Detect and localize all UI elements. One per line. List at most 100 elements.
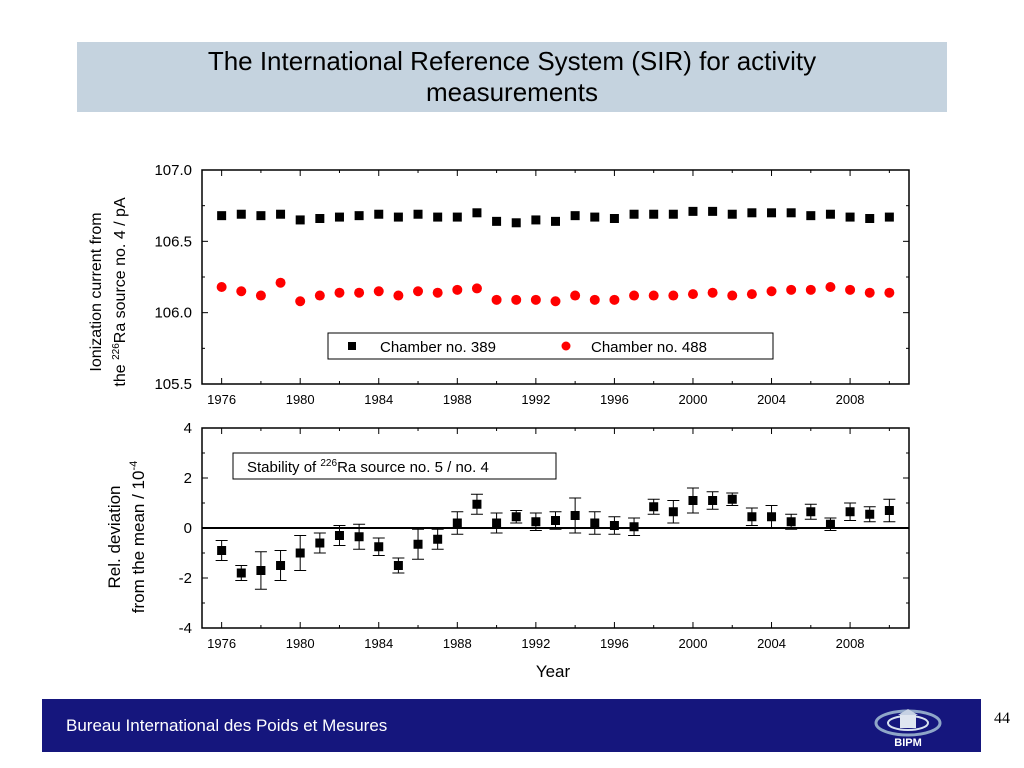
top-data-point-series-0 (609, 214, 619, 224)
top-data-point-series-1 (275, 277, 286, 288)
top-data-point-series-1 (884, 287, 895, 298)
bottom-data-point-series-0 (884, 506, 894, 515)
top-data-point-series-1 (334, 287, 345, 298)
top-data-point-series-0 (334, 212, 344, 222)
x-tick-label: 1980 (286, 636, 315, 651)
bottom-data-point-series-0 (217, 546, 227, 555)
top-data-point-series-0 (825, 209, 835, 219)
bottom-data-point-series-0 (374, 542, 384, 552)
bottom-ylabel-line2: from the mean / 10-4 (128, 461, 148, 613)
bottom-series (215, 487, 896, 590)
top-data-point-series-1 (825, 281, 836, 292)
top-data-point-series-0 (727, 209, 737, 219)
bipm-logo-text: BIPM (894, 737, 922, 749)
top-data-point-series-0 (413, 209, 423, 219)
top-data-point-series-1 (295, 296, 306, 307)
bottom-data-point-series-0 (413, 539, 423, 549)
x-tick-label: 1988 (443, 636, 472, 651)
top-data-point-series-0 (668, 209, 678, 219)
top-data-point-series-1 (805, 284, 816, 295)
bottom-data-point-series-0 (276, 561, 286, 570)
top-data-point-series-1 (471, 283, 482, 294)
y-tick-label: -4 (179, 620, 192, 637)
top-axes: 1976 1980 1984 1988 1992 1996 2000 2004 2008 105.… (154, 162, 909, 407)
top-data-point-series-1 (452, 284, 463, 295)
top-data-point-series-0 (649, 209, 659, 219)
bottom-data-point-series-0 (511, 512, 521, 522)
top-data-point-series-1 (354, 287, 365, 298)
top-data-point-series-0 (236, 209, 246, 219)
bottom-data-point-series-0 (629, 522, 639, 532)
legend: Chamber no. 389 Chamber no. 488 (327, 332, 774, 360)
bottom-data-point-series-0 (786, 517, 796, 527)
top-data-point-series-0 (688, 206, 698, 216)
top-data-point-series-1 (255, 290, 266, 301)
top-data-point-series-0 (452, 212, 462, 222)
x-tick-label: 1976 (207, 392, 236, 407)
bottom-data-point-series-0 (668, 507, 678, 517)
top-ylabel: Ionization current from the 226Ra source… (88, 197, 129, 387)
top-data-point-series-1 (766, 286, 777, 297)
bottom-data-point-series-0 (492, 518, 502, 528)
bottom-data-point-series-0 (747, 512, 757, 522)
top-data-point-series-1 (746, 289, 757, 300)
y-tick-label: 4 (184, 420, 192, 437)
top-data-point-series-1 (668, 290, 679, 301)
annotation: Stability of 226Ra source no. 5 / no. 4 (232, 452, 557, 480)
top-data-point-series-0 (845, 212, 855, 222)
legend-label-chamber-488: Chamber no. 488 (591, 339, 707, 356)
top-data-point-series-0 (570, 211, 580, 221)
x-tick-label: 1992 (521, 636, 550, 651)
top-data-point-series-1 (530, 294, 541, 305)
bottom-data-point-series-0 (236, 568, 246, 578)
bottom-data-point-series-0 (354, 532, 364, 542)
x-tick-label: 1980 (286, 392, 315, 407)
top-data-point-series-0 (629, 209, 639, 219)
x-tick-label: 2004 (757, 392, 786, 407)
bottom-data-point-series-0 (825, 519, 835, 529)
top-data-point-series-1 (864, 287, 875, 298)
x-tick-label: 2000 (679, 636, 708, 651)
x-tick-label: 2000 (679, 392, 708, 407)
top-data-point-series-1 (491, 294, 502, 305)
legend-box (327, 332, 774, 360)
top-data-point-series-1 (314, 290, 325, 301)
y-tick-label: 2 (184, 470, 192, 487)
x-tick-label: 1976 (207, 636, 236, 651)
bottom-data-point-series-0 (649, 502, 659, 512)
top-data-point-series-1 (216, 281, 227, 292)
x-tick-label: 1996 (600, 636, 629, 651)
bottom-data-point-series-0 (433, 534, 443, 544)
top-data-point-series-0 (708, 206, 718, 216)
bottom-data-point-series-0 (767, 512, 777, 522)
y-tick-label: 106.0 (154, 305, 192, 322)
top-data-point-series-1 (236, 286, 247, 297)
bottom-data-point-series-0 (393, 561, 403, 570)
top-data-point-series-0 (786, 208, 796, 218)
top-data-point-series-0 (315, 214, 325, 224)
top-data-point-series-0 (531, 215, 541, 225)
x-tick-label: 2004 (757, 636, 786, 651)
top-data-point-series-1 (707, 287, 718, 298)
bottom-data-point-series-0 (806, 507, 816, 517)
bottom-data-point-series-0 (256, 566, 266, 575)
top-data-point-series-0 (884, 212, 894, 222)
bottom-axes: 1976 1980 1984 1988 1992 1996 2000 2004 2008 -4 -2… (179, 420, 909, 651)
bottom-data-point-series-0 (865, 509, 875, 519)
top-data-point-series-0 (433, 212, 443, 222)
x-tick-label: 1988 (443, 392, 472, 407)
bottom-data-point-series-0 (551, 516, 560, 525)
legend-marker-chamber-488 (561, 341, 571, 351)
x-tick-label: 1992 (521, 392, 550, 407)
top-series (216, 206, 895, 307)
top-data-point-series-1 (413, 286, 424, 297)
top-data-point-series-1 (609, 294, 620, 305)
top-ylabel-line2: the 226Ra source no. 4 / pA (111, 197, 129, 387)
top-data-point-series-1 (550, 296, 561, 307)
y-tick-label: 105.5 (154, 376, 192, 393)
footer-bar: Bureau International des Poids et Mesure… (42, 699, 981, 752)
x-tick-label: 1996 (600, 392, 629, 407)
y-tick-label: 106.5 (154, 233, 192, 250)
bottom-data-point-series-0 (315, 538, 325, 548)
bottom-data-point-series-0 (845, 507, 855, 517)
